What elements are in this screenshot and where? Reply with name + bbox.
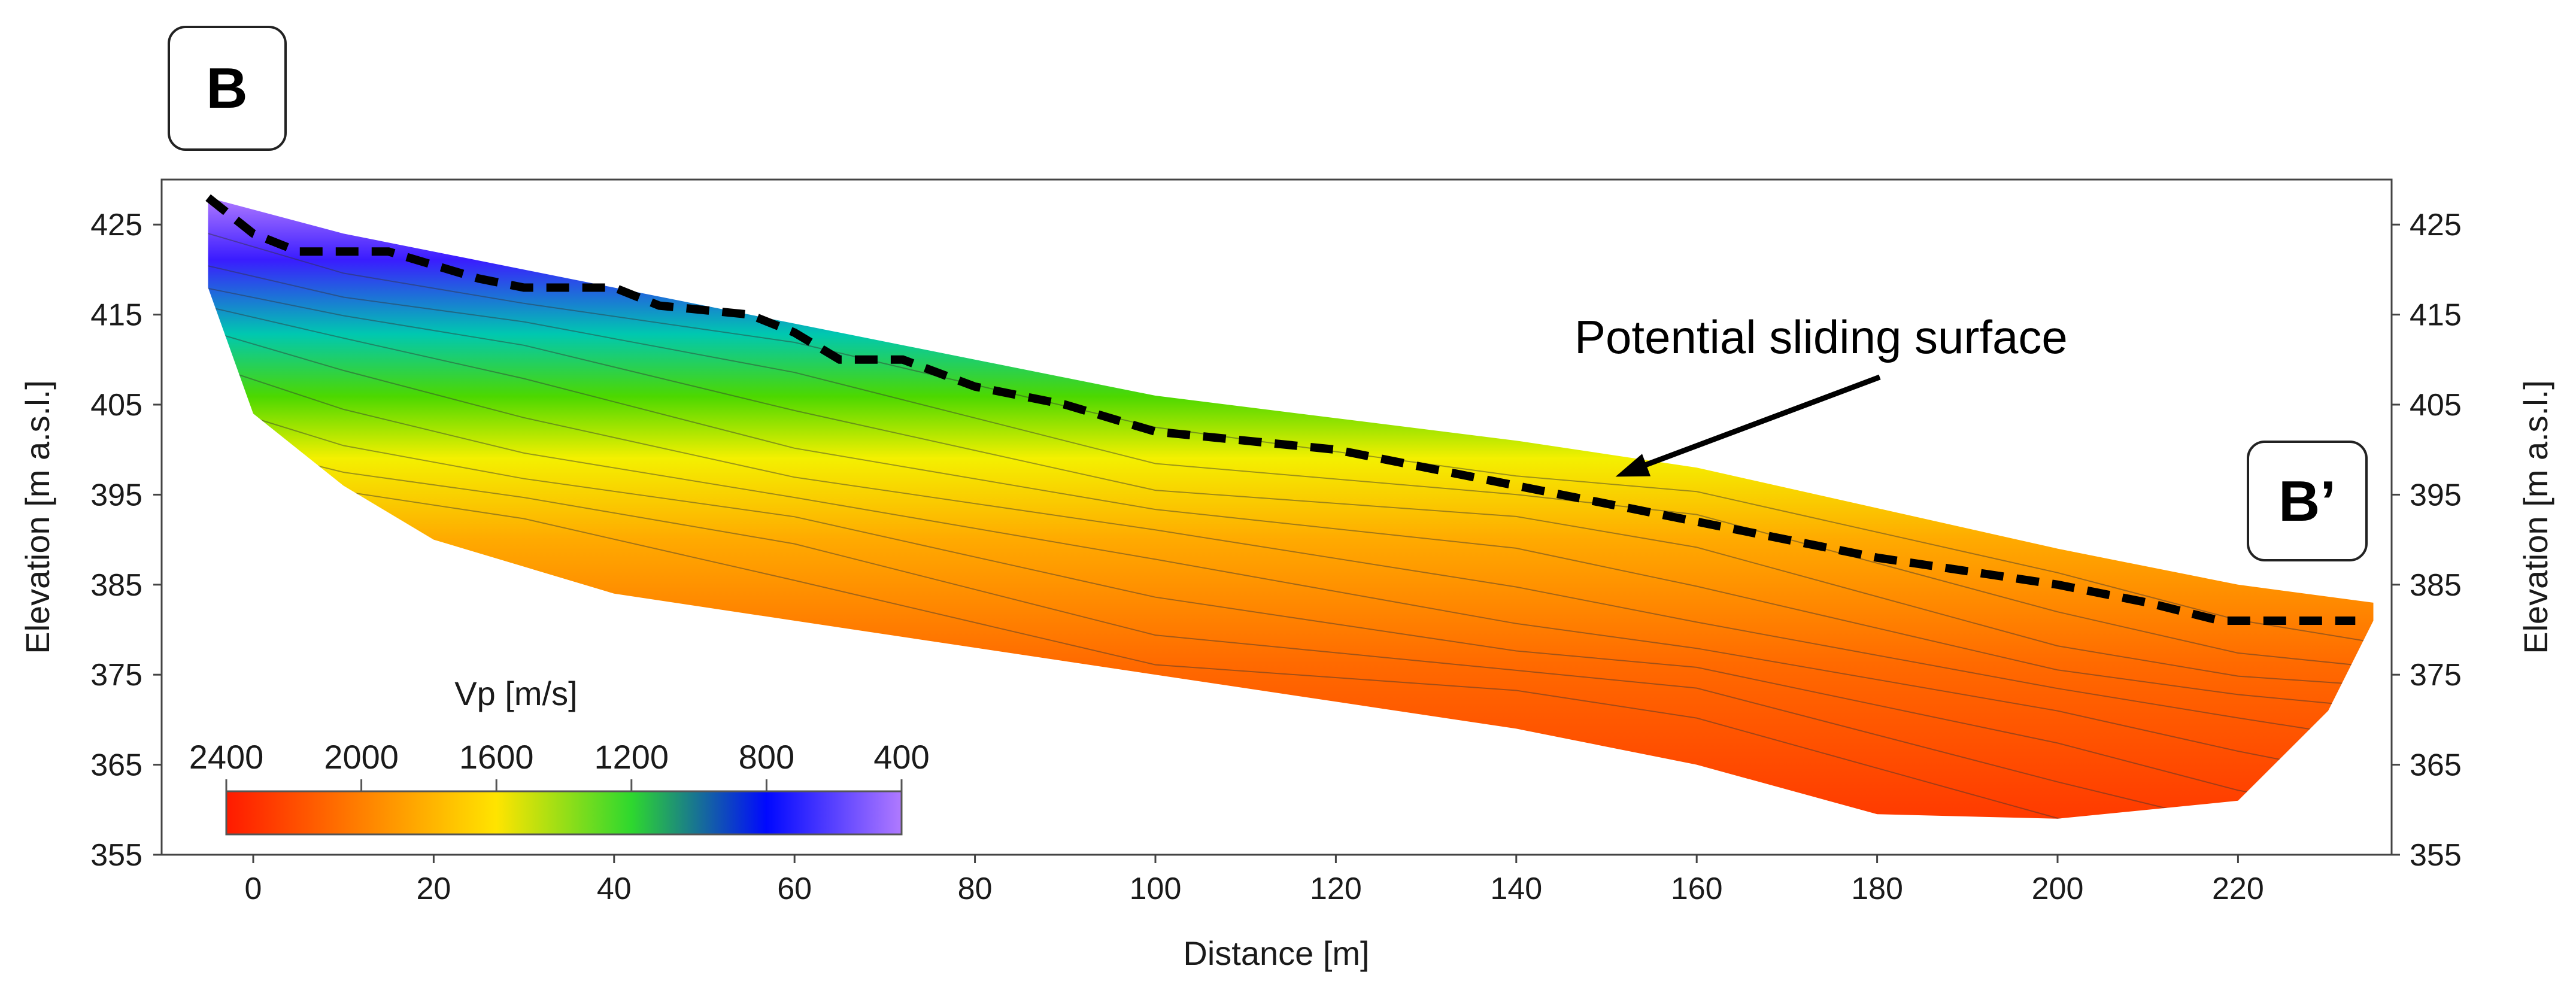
colorbar-tick-label: 2000 (324, 738, 399, 776)
x-tick-label: 100 (1130, 871, 1182, 906)
colorbar-ramp (225, 790, 903, 836)
annotation-arrow (1632, 374, 1881, 472)
sliding-surface-line (205, 194, 2356, 625)
x-tick-label: 180 (1851, 871, 1903, 906)
y-tick-label-left: 375 (90, 658, 142, 693)
annotation-text: Potential sliding surface (1574, 311, 2068, 363)
badge-b: B (168, 26, 287, 151)
y-axis-title-right: Elevation [m a.s.l.] (2517, 380, 2554, 654)
y-tick-label-right: 365 (2410, 748, 2462, 783)
y-tick-label-right: 375 (2410, 658, 2462, 693)
contour-line (208, 306, 2374, 708)
x-tick-label: 0 (245, 871, 262, 906)
colorbar-ticks: 2400 2000 1600 1200 800 400 (189, 738, 930, 791)
y-tick-label-left: 365 (90, 748, 142, 783)
contour-line (208, 233, 2374, 643)
x-tick-label: 60 (777, 871, 812, 906)
sliding-surface-annotation: Potential sliding surface (1574, 311, 2068, 477)
y-axis-right: 425 415 405 395 385 375 365 355 (2392, 208, 2462, 873)
x-tick-label: 200 (2032, 871, 2084, 906)
contour-line (208, 265, 2374, 668)
contour-line (208, 364, 2374, 779)
y-tick-label-right: 385 (2410, 568, 2462, 603)
colorbar-tick-label: 1600 (459, 738, 534, 776)
y-tick-label-left: 415 (90, 298, 142, 333)
badge-b-prime: B’ (2247, 441, 2368, 561)
x-tick-label: 140 (1490, 871, 1542, 906)
x-tick-label: 20 (416, 871, 451, 906)
y-tick-label-right: 355 (2410, 838, 2462, 873)
colorbar-tick-label: 400 (873, 738, 929, 776)
y-tick-label-right: 415 (2410, 298, 2462, 333)
contour-line (208, 287, 2374, 687)
colorbar-tick-label: 2400 (189, 738, 264, 776)
y-axis-left: 425 415 405 395 385 375 365 355 (90, 208, 162, 873)
contour-line (208, 463, 2374, 819)
y-tick-label-left: 425 (90, 208, 142, 242)
colorbar-tick-label: 800 (739, 738, 794, 776)
contour-lines (208, 233, 2374, 819)
y-tick-label-right: 395 (2410, 478, 2462, 512)
contour-line (208, 403, 2374, 815)
annotation-arrowhead (1615, 454, 1651, 477)
plot-frame (160, 178, 2393, 856)
badge-b-text: B (206, 56, 247, 120)
y-tick-label-left: 395 (90, 478, 142, 512)
contour-line (208, 330, 2374, 740)
y-tick-label-right: 405 (2410, 388, 2462, 423)
badge-b-prime-text: B’ (2278, 469, 2336, 533)
contour-line (208, 438, 2374, 819)
velocity-field (208, 198, 2374, 819)
x-tick-label: 220 (2212, 871, 2264, 906)
x-tick-label: 120 (1310, 871, 1362, 906)
colorbar-title: Vp [m/s] (454, 675, 577, 712)
x-axis: 0 20 40 60 80 100 120 140 160 180 200 220 (245, 855, 2264, 906)
colorbar-tick-label: 1200 (594, 738, 669, 776)
velocity-field-body (208, 198, 2374, 819)
x-tick-label: 40 (597, 871, 632, 906)
y-tick-label-right: 425 (2410, 208, 2462, 242)
y-tick-label-left: 385 (90, 568, 142, 603)
x-axis-title: Distance [m] (1183, 934, 1369, 972)
y-tick-label-left: 355 (90, 838, 142, 873)
y-tick-label-left: 405 (90, 388, 142, 423)
colorbar: Vp [m/s] 2400 2000 1600 1200 800 400 (189, 675, 930, 836)
x-tick-label: 80 (958, 871, 993, 906)
x-tick-label: 160 (1671, 871, 1723, 906)
y-axis-title-left: Elevation [m a.s.l.] (19, 380, 56, 654)
